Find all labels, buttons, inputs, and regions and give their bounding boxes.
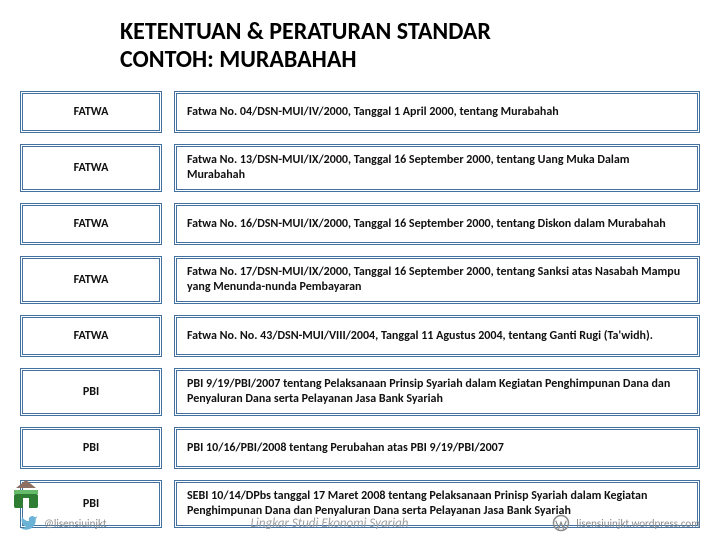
table-row: FATWA Fatwa No. 04/DSN-MUI/IV/2000, Tang… xyxy=(20,91,700,133)
row-label: FATWA xyxy=(20,256,162,304)
table-row: FATWA Fatwa No. 13/DSN-MUI/IX/2000, Tang… xyxy=(20,144,700,192)
footer-left: @lisensiuinjkt xyxy=(20,514,107,532)
table-row: FATWA Fatwa No. No. 43/DSN-MUI/VIII/2004… xyxy=(20,315,700,357)
row-desc: PBI 10/16/PBI/2008 tentang Perubahan ata… xyxy=(174,427,700,469)
row-label: FATWA xyxy=(20,315,162,357)
row-label: PBI xyxy=(20,427,162,469)
org-logo xyxy=(6,474,46,514)
regulation-rows: FATWA Fatwa No. 04/DSN-MUI/IV/2000, Tang… xyxy=(20,91,700,528)
row-desc: Fatwa No. 13/DSN-MUI/IX/2000, Tanggal 16… xyxy=(174,144,700,192)
footer-right: lisensiuinjkt.wordpress.com xyxy=(552,514,700,532)
row-label: FATWA xyxy=(20,144,162,192)
row-label: FATWA xyxy=(20,91,162,133)
row-label: PBI xyxy=(20,368,162,416)
table-row: FATWA Fatwa No. 17/DSN-MUI/IX/2000, Tang… xyxy=(20,256,700,304)
footer-url: lisensiuinjkt.wordpress.com xyxy=(576,517,700,530)
slide-title: KETENTUAN & PERATURAN STANDAR CONTOH: MU… xyxy=(120,18,700,73)
row-desc: Fatwa No. No. 43/DSN-MUI/VIII/2004, Tang… xyxy=(174,315,700,357)
row-desc: Fatwa No. 16/DSN-MUI/IX/2000, Tanggal 16… xyxy=(174,203,700,245)
row-desc: Fatwa No. 04/DSN-MUI/IV/2000, Tanggal 1 … xyxy=(174,91,700,133)
table-row: PBI PBI 10/16/PBI/2008 tentang Perubahan… xyxy=(20,427,700,469)
footer-handle: @lisensiuinjkt xyxy=(44,517,107,530)
title-line-1: KETENTUAN & PERATURAN STANDAR xyxy=(120,17,491,46)
wordpress-icon xyxy=(552,514,570,532)
table-row: FATWA Fatwa No. 16/DSN-MUI/IX/2000, Tang… xyxy=(20,203,700,245)
twitter-icon xyxy=(20,514,38,532)
table-row: PBI PBI 9/19/PBI/2007 tentang Pelaksanaa… xyxy=(20,368,700,416)
footer-bar: @lisensiuinjkt Lingkar Studi Ekonomi Sya… xyxy=(0,514,720,532)
row-label: FATWA xyxy=(20,203,162,245)
row-desc: Fatwa No. 17/DSN-MUI/IX/2000, Tanggal 16… xyxy=(174,256,700,304)
title-line-2: CONTOH: MURABAHAH xyxy=(120,45,357,74)
row-desc: PBI 9/19/PBI/2007 tentang Pelaksanaan Pr… xyxy=(174,368,700,416)
footer-org-name: Lingkar Studi Ekonomi Syariah xyxy=(250,516,408,531)
